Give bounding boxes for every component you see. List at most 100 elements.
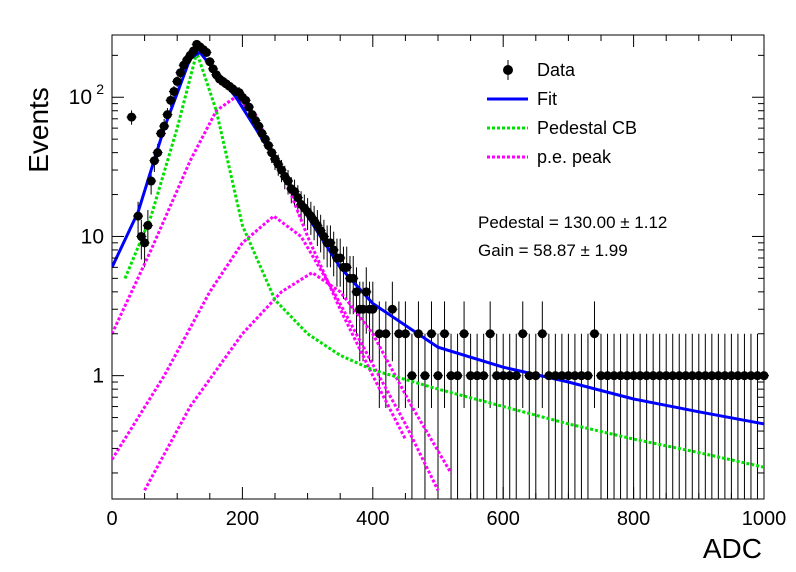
- legend-entry: Fit: [487, 89, 557, 109]
- data-point: [325, 238, 335, 248]
- data-point: [550, 371, 560, 381]
- x-tick-label: 1000: [742, 508, 787, 530]
- data-point: [466, 371, 476, 381]
- data-point: [713, 371, 723, 381]
- data-point: [524, 371, 534, 381]
- data-point: [629, 371, 639, 381]
- data-point: [361, 287, 371, 297]
- data-point: [453, 371, 463, 381]
- data-points: [127, 39, 769, 381]
- data-point: [746, 371, 756, 381]
- data-point: [668, 371, 678, 381]
- data-point: [661, 371, 671, 381]
- data-point: [156, 128, 166, 138]
- data-point: [413, 329, 423, 339]
- data-point: [205, 57, 215, 67]
- legend-entry: Pedestal CB: [487, 118, 637, 138]
- data-point: [394, 329, 404, 339]
- error-bars: [126, 40, 769, 499]
- legend-marker: [503, 65, 513, 75]
- data-point: [726, 371, 736, 381]
- y-tick-label: 1: [92, 365, 104, 388]
- data-point: [674, 371, 684, 381]
- data-point: [143, 220, 153, 230]
- x-tick-label: 600: [487, 508, 520, 530]
- data-point: [648, 371, 658, 381]
- data-point: [687, 371, 697, 381]
- data-point: [283, 176, 293, 186]
- data-point: [159, 121, 169, 131]
- data-point: [127, 112, 137, 122]
- data-point: [583, 371, 593, 381]
- data-point: [244, 102, 254, 112]
- annotation-gain: Gain = 58.87 ± 1.99: [478, 241, 628, 260]
- pe-peak-curve-3: [143, 270, 453, 492]
- data-point: [518, 329, 528, 339]
- data-point: [505, 371, 515, 381]
- data-point: [169, 86, 179, 96]
- data-point: [492, 371, 502, 381]
- x-axis: 0 200 400 600 800 1000: [106, 35, 786, 530]
- legend: Data Fit Pedestal CB p.e. peak: [487, 60, 637, 167]
- data-point: [374, 329, 384, 339]
- data-point: [576, 371, 586, 381]
- data-point: [446, 371, 456, 381]
- data-point: [479, 371, 489, 381]
- data-point: [511, 371, 521, 381]
- data-point: [440, 329, 450, 339]
- data-point: [420, 371, 430, 381]
- data-point: [407, 371, 417, 381]
- data-point: [358, 304, 368, 314]
- y-tick-label: 10: [81, 225, 104, 248]
- data-point: [149, 156, 159, 166]
- y-axis-label: Events: [23, 87, 54, 173]
- data-point: [739, 371, 749, 381]
- data-point: [352, 287, 361, 297]
- legend-entry: p.e. peak: [487, 147, 612, 167]
- data-point: [133, 211, 143, 221]
- data-point: [635, 371, 645, 381]
- data-point: [153, 148, 163, 158]
- data-point: [694, 371, 704, 381]
- data-point: [472, 371, 482, 381]
- data-point: [557, 371, 567, 381]
- data-point: [426, 329, 436, 339]
- data-point: [733, 371, 743, 381]
- data-point: [241, 95, 251, 105]
- data-point: [681, 371, 691, 381]
- y-tick-exponent: 2: [96, 81, 104, 97]
- data-point: [335, 253, 345, 263]
- data-point: [589, 329, 599, 339]
- data-point: [459, 329, 469, 339]
- legend-entry: Data: [503, 60, 576, 80]
- data-point: [263, 141, 273, 151]
- data-point: [140, 238, 150, 248]
- annotation-pedestal: Pedestal = 130.00 ± 1.12: [478, 213, 667, 232]
- data-point: [622, 371, 632, 381]
- data-point: [254, 121, 264, 131]
- data-point: [485, 329, 495, 339]
- x-tick-label: 400: [356, 508, 389, 530]
- data-point: [563, 371, 573, 381]
- data-point: [348, 273, 358, 283]
- legend-label: Pedestal CB: [537, 118, 637, 138]
- data-point: [609, 371, 619, 381]
- data-point: [293, 193, 303, 203]
- data-point: [368, 304, 378, 314]
- data-point: [175, 68, 185, 78]
- data-point: [172, 76, 182, 86]
- data-point: [433, 371, 443, 381]
- data-point: [189, 46, 198, 56]
- data-point: [700, 371, 710, 381]
- pe-peak-curve-2: [112, 214, 440, 491]
- data-point: [381, 329, 391, 339]
- x-tick-label: 200: [226, 508, 259, 530]
- data-point: [603, 371, 613, 381]
- data-point: [342, 262, 352, 272]
- data-point: [707, 371, 717, 381]
- data-point: [642, 371, 652, 381]
- x-axis-label: ADC: [703, 533, 762, 564]
- legend-label: Data: [537, 60, 576, 80]
